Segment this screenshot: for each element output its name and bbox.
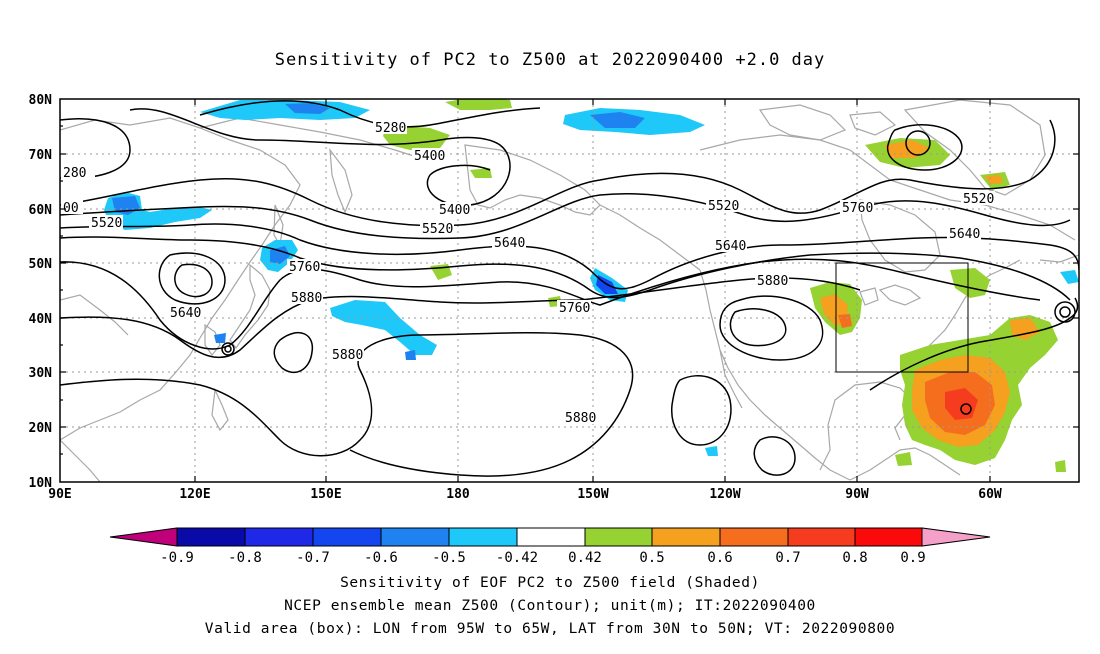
lat-label: 20N bbox=[29, 421, 53, 436]
colorbar-label: 0.5 bbox=[639, 550, 664, 566]
contour-label: 280 bbox=[63, 166, 86, 181]
neg-region bbox=[270, 246, 290, 264]
colorbar-label: 0.9 bbox=[900, 550, 925, 566]
lat-label: 40N bbox=[29, 312, 53, 327]
colorbar-bin bbox=[651, 527, 721, 547]
lat-label: 80N bbox=[29, 93, 53, 108]
colorbar-bin bbox=[312, 527, 382, 547]
colorbar-bin bbox=[176, 527, 246, 547]
contour-label: 5760 bbox=[559, 301, 590, 316]
colorbar-label: 0.6 bbox=[707, 550, 732, 566]
contour-label: 5640 bbox=[494, 236, 525, 251]
contour-label: 5280 bbox=[375, 121, 406, 136]
lat-label: 70N bbox=[29, 148, 53, 163]
colorbar-label: -0.9 bbox=[160, 550, 194, 566]
neg-region bbox=[590, 112, 645, 128]
contour-label: 5640 bbox=[949, 227, 980, 242]
colorbar-bin bbox=[380, 527, 450, 547]
contour-label-group: 5280 5400 5400 280 00 5520 5520 5520 564… bbox=[61, 120, 995, 426]
footer-line-shading: Sensitivity of EOF PC2 to Z500 field (Sh… bbox=[340, 575, 760, 591]
contour-label: 5760 bbox=[289, 260, 320, 275]
neg-region bbox=[285, 103, 330, 114]
lon-label: 150E bbox=[310, 487, 341, 502]
pos-region bbox=[445, 99, 512, 110]
colorbar-bin bbox=[448, 527, 518, 547]
colorbar-label: -0.5 bbox=[432, 550, 466, 566]
colorbar-label: -0.7 bbox=[296, 550, 330, 566]
footer-line-valid-area: Valid area (box): LON from 95W to 65W, L… bbox=[204, 621, 896, 637]
map-title: Sensitivity of PC2 to Z500 at 2022090400… bbox=[274, 50, 826, 70]
colorbar-bin bbox=[244, 527, 314, 547]
lon-label: 180 bbox=[446, 487, 470, 502]
neg-region bbox=[330, 300, 437, 355]
lon-labels: 90E 120E 150E 180 150W 120W 90W 60W bbox=[48, 487, 1002, 502]
colorbar-label: 0.8 bbox=[842, 550, 867, 566]
valid-area-box bbox=[835, 262, 969, 373]
pos-region bbox=[470, 168, 492, 178]
colorbar-bin bbox=[516, 527, 586, 547]
contour-label: 5520 bbox=[91, 216, 122, 231]
lat-labels: 80N 70N 60N 50N 40N 30N 20N 10N bbox=[29, 93, 53, 491]
footer-line-contour: NCEP ensemble mean Z500 (Contour); unit(… bbox=[284, 598, 816, 614]
contour-label: 5880 bbox=[291, 291, 322, 306]
pos-region bbox=[1055, 460, 1066, 472]
neg-region bbox=[705, 446, 718, 456]
lon-label: 90E bbox=[48, 487, 71, 502]
lat-label: 50N bbox=[29, 257, 53, 272]
colorbar-high-triangle bbox=[921, 527, 991, 547]
colorbar-label: -0.42 bbox=[496, 550, 538, 566]
pos-region bbox=[895, 452, 912, 466]
contour-label: 5400 bbox=[414, 149, 445, 164]
colorbar-bin bbox=[719, 527, 789, 547]
colorbar-bin bbox=[584, 527, 653, 547]
contour-label: 5880 bbox=[757, 274, 788, 289]
colorbar-label: 0.42 bbox=[568, 550, 602, 566]
contour-label: 5880 bbox=[332, 348, 363, 363]
colorbar-bin bbox=[854, 527, 923, 547]
contour-label: 00 bbox=[63, 201, 79, 216]
lat-label: 10N bbox=[29, 476, 53, 491]
contour-label: 5760 bbox=[842, 201, 873, 216]
neg-region bbox=[214, 333, 226, 343]
colorbar-label: -0.6 bbox=[364, 550, 398, 566]
contour-label: 5520 bbox=[422, 222, 453, 237]
contour-label: 5520 bbox=[708, 199, 739, 214]
contour-label: 5880 bbox=[565, 411, 596, 426]
neg-region bbox=[405, 350, 416, 360]
colorbar-label: -0.8 bbox=[228, 550, 262, 566]
contour-label: 5520 bbox=[963, 192, 994, 207]
lon-label: 150W bbox=[577, 487, 608, 502]
colorbar bbox=[109, 527, 991, 547]
contour-label: 5640 bbox=[170, 306, 201, 321]
colorbar-low-triangle bbox=[109, 527, 178, 547]
pos-region bbox=[1010, 318, 1040, 340]
lon-label: 120W bbox=[709, 487, 740, 502]
lat-label: 60N bbox=[29, 203, 53, 218]
contour-label: 5400 bbox=[439, 203, 470, 218]
lon-label: 60W bbox=[978, 487, 1002, 502]
lon-label: 90W bbox=[845, 487, 869, 502]
colorbar-label: 0.7 bbox=[775, 550, 800, 566]
colorbar-bin bbox=[787, 527, 856, 547]
colorbar-labels: -0.9 -0.8 -0.7 -0.6 -0.5 -0.42 0.42 0.5 … bbox=[160, 550, 926, 566]
lon-label: 120E bbox=[179, 487, 210, 502]
contour-label: 5640 bbox=[715, 239, 746, 254]
neg-region bbox=[1060, 270, 1079, 284]
axis-ticks bbox=[60, 99, 1079, 482]
lat-label: 30N bbox=[29, 366, 53, 381]
